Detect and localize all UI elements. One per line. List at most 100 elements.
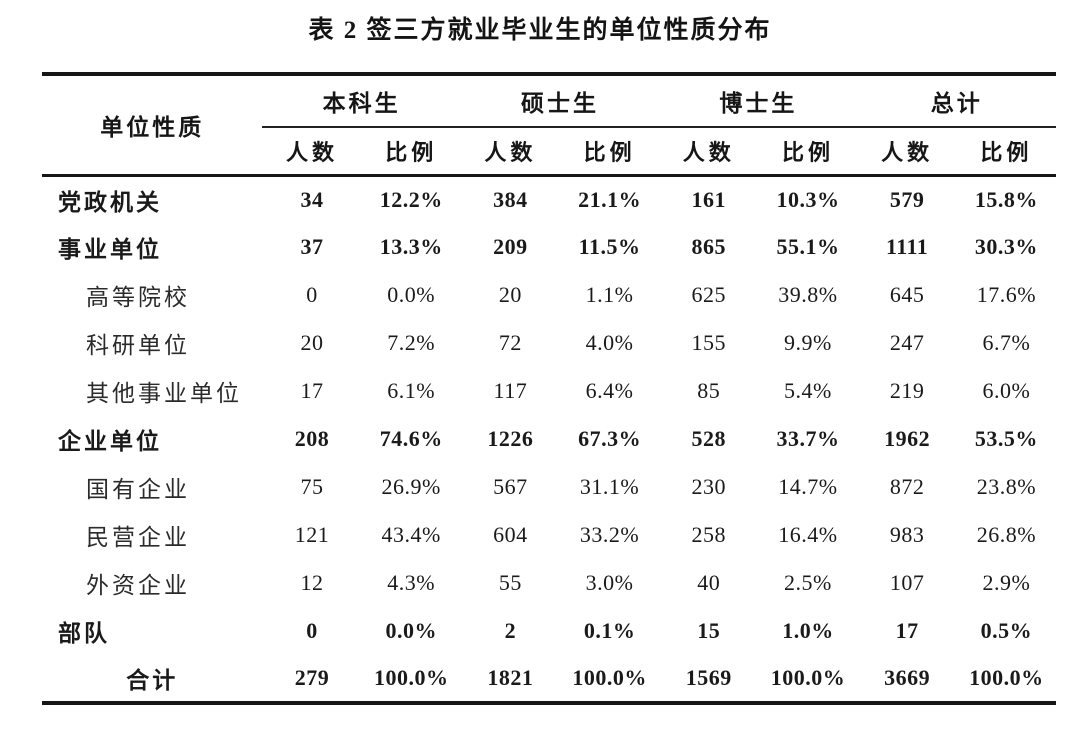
table-row: 企业单位 208 74.6% 1226 67.3% 528 33.7% 1962 53.5% <box>42 415 1056 463</box>
count-cell: 645 <box>889 282 925 307</box>
count-cell: 37 <box>300 234 324 259</box>
ratio-cell: 1.0% <box>782 618 834 643</box>
count-cell: 1962 <box>884 426 931 451</box>
subheader-ratio: 比例 <box>361 127 461 177</box>
ratio-cell: 11.5% <box>578 234 641 259</box>
ratio-cell: 33.2% <box>579 522 640 547</box>
unit-nature-table: 单位性质 本科生 硕士生 博士生 总计 人数 比例 人数 比例 人数 比例 人数… <box>42 72 1056 705</box>
row-label: 科研单位 <box>86 333 190 358</box>
ratio-cell: 13.3% <box>379 234 443 259</box>
count-cell: 0 <box>306 282 318 307</box>
row-label: 党政机关 <box>58 189 162 215</box>
count-cell: 1821 <box>487 665 534 690</box>
ratio-cell: 0.5% <box>980 618 1033 643</box>
row-label: 事业单位 <box>58 237 162 262</box>
count-cell: 258 <box>691 522 727 547</box>
table-row: 高等院校 0 0.0% 20 1.1% 625 39.8% 645 17.6% <box>42 271 1056 319</box>
group-header-undergraduate: 本科生 <box>262 74 461 128</box>
row-label: 外资企业 <box>86 573 190 598</box>
count-cell: 161 <box>691 186 727 212</box>
row-label: 高等院校 <box>86 285 190 310</box>
table-row: 合计 279 100.0% 1821 100.0% 1569 100.0% 3669 100.0… <box>42 655 1056 703</box>
count-cell: 17 <box>300 378 324 403</box>
table-row: 科研单位 20 7.2% 72 4.0% 155 9.9% 247 6.7% <box>42 319 1056 367</box>
ratio-cell: 15.8% <box>974 186 1038 212</box>
ratio-cell: 55.1% <box>776 234 840 259</box>
ratio-cell: 0.0% <box>387 282 436 307</box>
ratio-cell: 31.1% <box>579 474 640 499</box>
count-cell: 0 <box>306 618 318 643</box>
sub-header-row: 人数 比例 人数 比例 人数 比例 人数 比例 <box>42 127 1056 177</box>
table-row: 党政机关 34 12.2% 384 21.1% 161 10.3% 579 15.8% <box>42 175 1056 223</box>
ratio-cell: 100.0% <box>373 665 449 690</box>
ratio-cell: 6.0% <box>982 378 1031 403</box>
count-cell: 15 <box>697 618 721 643</box>
ratio-cell: 9.9% <box>784 330 832 355</box>
count-cell: 121 <box>294 522 330 547</box>
ratio-cell: 26.8% <box>976 522 1037 547</box>
row-label: 其他事业单位 <box>86 381 242 406</box>
ratio-cell: 16.4% <box>778 522 838 547</box>
subheader-count: 人数 <box>460 127 560 177</box>
ratio-cell: 67.3% <box>578 426 642 451</box>
count-cell: 872 <box>889 474 925 499</box>
count-cell: 1111 <box>885 234 929 259</box>
count-cell: 625 <box>691 282 727 307</box>
subheader-count: 人数 <box>857 127 957 177</box>
ratio-cell: 4.0% <box>585 330 634 355</box>
subheader-count: 人数 <box>262 127 362 177</box>
count-cell: 20 <box>300 330 324 355</box>
count-cell: 17 <box>895 618 919 643</box>
count-cell: 75 <box>300 474 324 499</box>
ratio-cell: 23.8% <box>976 474 1037 499</box>
table-title: 表 2 签三方就业毕业生的单位性质分布 <box>308 17 772 44</box>
count-cell: 107 <box>889 570 925 595</box>
group-header-row: 单位性质 本科生 硕士生 博士生 总计 <box>42 74 1056 177</box>
ratio-cell: 0.0% <box>385 618 437 643</box>
subheader-ratio: 比例 <box>758 127 858 177</box>
ratio-cell: 2.5% <box>784 570 832 595</box>
group-header-total: 总计 <box>857 74 1056 128</box>
group-header-master: 硕士生 <box>460 74 660 128</box>
ratio-cell: 0.1% <box>583 618 636 643</box>
ratio-cell: 5.4% <box>784 378 832 403</box>
row-label: 部队 <box>58 621 110 646</box>
ratio-cell: 4.3% <box>387 570 436 595</box>
corner-header-unit-nature: 单位性质 <box>42 74 263 177</box>
count-cell: 528 <box>691 426 727 451</box>
count-cell: 40 <box>697 570 721 595</box>
count-cell: 1226 <box>487 426 534 451</box>
ratio-cell: 43.4% <box>381 522 441 547</box>
ratio-cell: 33.7% <box>776 426 840 451</box>
count-cell: 12 <box>300 570 324 595</box>
ratio-cell: 100.0% <box>969 665 1044 690</box>
group-header-doctor: 博士生 <box>659 74 858 128</box>
count-cell: 155 <box>691 330 727 355</box>
count-cell: 230 <box>691 474 727 499</box>
count-cell: 384 <box>493 186 528 212</box>
row-label: 国有企业 <box>86 477 190 502</box>
ratio-cell: 53.5% <box>974 426 1038 451</box>
count-cell: 579 <box>889 186 925 212</box>
count-cell: 567 <box>493 474 528 499</box>
row-label: 民营企业 <box>86 525 190 550</box>
ratio-cell: 100.0% <box>572 665 647 690</box>
ratio-cell: 17.6% <box>976 282 1037 307</box>
ratio-cell: 39.8% <box>778 282 838 307</box>
count-cell: 85 <box>697 378 721 403</box>
row-label: 合计 <box>126 668 179 693</box>
ratio-cell: 1.1% <box>585 282 634 307</box>
ratio-cell: 30.3% <box>974 234 1038 259</box>
count-cell: 865 <box>691 234 727 259</box>
table-row: 部队 0 0.0% 2 0.1% 15 1.0% 17 0.5% <box>42 607 1056 655</box>
ratio-cell: 100.0% <box>770 665 846 690</box>
table-row: 国有企业 75 26.9% 567 31.1% 230 14.7% 872 23.8% <box>42 463 1056 511</box>
ratio-cell: 74.6% <box>379 426 443 451</box>
subheader-ratio: 比例 <box>559 127 660 177</box>
ratio-cell: 6.7% <box>982 330 1031 355</box>
row-label: 企业单位 <box>58 429 162 454</box>
count-cell: 20 <box>498 282 522 307</box>
count-cell: 2 <box>504 618 517 643</box>
count-cell: 279 <box>294 665 330 690</box>
ratio-cell: 21.1% <box>578 186 642 212</box>
